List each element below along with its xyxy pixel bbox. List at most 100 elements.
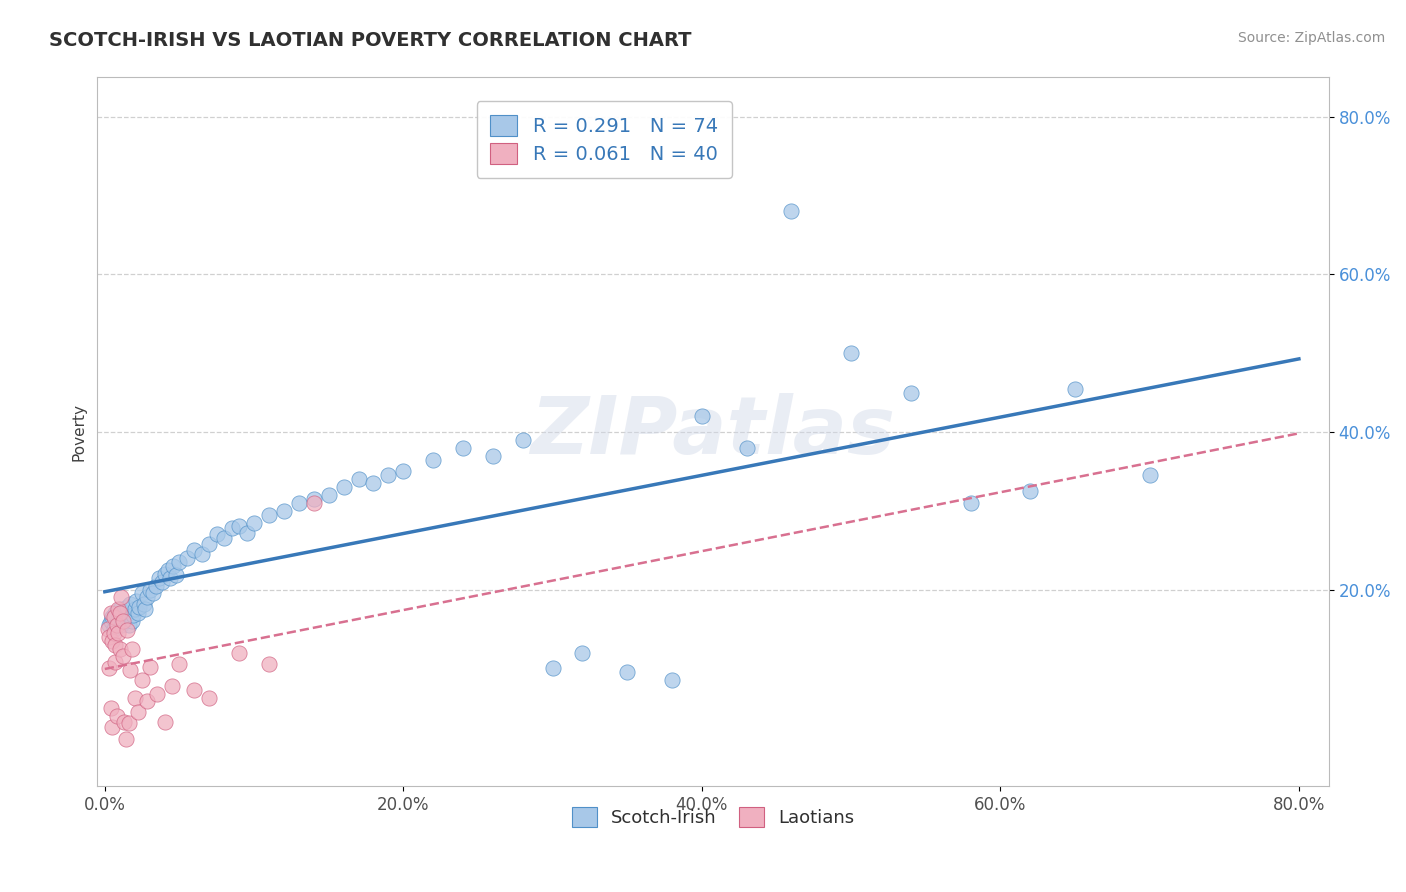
Point xyxy=(900,385,922,400)
Point xyxy=(150,574,173,589)
Point xyxy=(98,661,121,675)
Y-axis label: Poverty: Poverty xyxy=(72,403,86,461)
Point xyxy=(118,618,141,632)
Point xyxy=(100,614,122,628)
Point xyxy=(111,605,134,619)
Point xyxy=(135,694,157,708)
Point xyxy=(138,659,160,673)
Point xyxy=(103,610,125,624)
Point xyxy=(127,606,149,620)
Point xyxy=(839,346,862,360)
Point xyxy=(125,594,148,608)
Point xyxy=(273,504,295,518)
Point xyxy=(156,563,179,577)
Point xyxy=(332,480,354,494)
Point xyxy=(148,571,170,585)
Point xyxy=(108,606,131,620)
Point xyxy=(103,622,125,636)
Point xyxy=(661,673,683,687)
Point xyxy=(138,582,160,597)
Point xyxy=(115,599,138,614)
Point xyxy=(198,691,221,706)
Point xyxy=(302,491,325,506)
Point xyxy=(127,705,149,719)
Point xyxy=(124,602,146,616)
Point xyxy=(159,571,181,585)
Point xyxy=(153,714,176,729)
Point xyxy=(110,591,132,605)
Point xyxy=(107,625,129,640)
Point xyxy=(377,468,399,483)
Point xyxy=(114,610,136,624)
Point xyxy=(690,409,713,424)
Point xyxy=(120,663,142,677)
Legend: Scotch-Irish, Laotians: Scotch-Irish, Laotians xyxy=(564,800,862,834)
Point xyxy=(288,496,311,510)
Text: Source: ZipAtlas.com: Source: ZipAtlas.com xyxy=(1237,31,1385,45)
Point xyxy=(121,641,143,656)
Point xyxy=(121,614,143,628)
Point xyxy=(100,700,122,714)
Point xyxy=(98,630,121,644)
Point xyxy=(105,708,128,723)
Point xyxy=(105,618,128,632)
Point xyxy=(118,716,141,731)
Point xyxy=(541,661,564,675)
Point xyxy=(100,606,122,620)
Point xyxy=(115,624,138,638)
Point xyxy=(169,657,191,672)
Point xyxy=(451,441,474,455)
Point xyxy=(198,537,221,551)
Point xyxy=(228,646,250,660)
Point xyxy=(108,607,131,622)
Point xyxy=(120,597,142,611)
Point xyxy=(162,558,184,573)
Point xyxy=(205,527,228,541)
Point xyxy=(616,665,638,680)
Point xyxy=(221,521,243,535)
Point xyxy=(105,615,128,630)
Point xyxy=(183,683,205,698)
Text: ZIPatlas: ZIPatlas xyxy=(530,393,896,471)
Point xyxy=(107,602,129,616)
Point xyxy=(111,649,134,664)
Point xyxy=(104,655,127,669)
Point xyxy=(122,607,145,622)
Point xyxy=(110,618,132,632)
Point xyxy=(128,599,150,614)
Point xyxy=(257,508,280,522)
Point xyxy=(160,679,183,693)
Point xyxy=(512,433,534,447)
Point xyxy=(101,610,124,624)
Point xyxy=(235,525,257,540)
Point xyxy=(114,732,136,747)
Point xyxy=(153,566,176,581)
Point xyxy=(101,720,124,734)
Point xyxy=(780,204,803,219)
Point xyxy=(166,568,188,582)
Text: SCOTCH-IRISH VS LAOTIAN POVERTY CORRELATION CHART: SCOTCH-IRISH VS LAOTIAN POVERTY CORRELAT… xyxy=(49,31,692,50)
Point xyxy=(104,638,127,652)
Point xyxy=(347,472,370,486)
Point xyxy=(132,597,155,611)
Point xyxy=(1139,468,1161,483)
Point xyxy=(124,691,146,706)
Point xyxy=(112,614,135,628)
Point xyxy=(959,496,981,510)
Point xyxy=(107,612,129,626)
Point xyxy=(97,622,120,636)
Point xyxy=(108,641,131,656)
Point xyxy=(257,657,280,672)
Point xyxy=(183,543,205,558)
Point xyxy=(108,602,131,616)
Point xyxy=(735,441,758,455)
Point xyxy=(142,586,165,600)
Point xyxy=(131,586,153,600)
Point xyxy=(134,602,156,616)
Point xyxy=(98,618,121,632)
Point xyxy=(1019,484,1042,499)
Point xyxy=(145,578,167,592)
Point xyxy=(191,547,214,561)
Point xyxy=(302,496,325,510)
Point xyxy=(228,519,250,533)
